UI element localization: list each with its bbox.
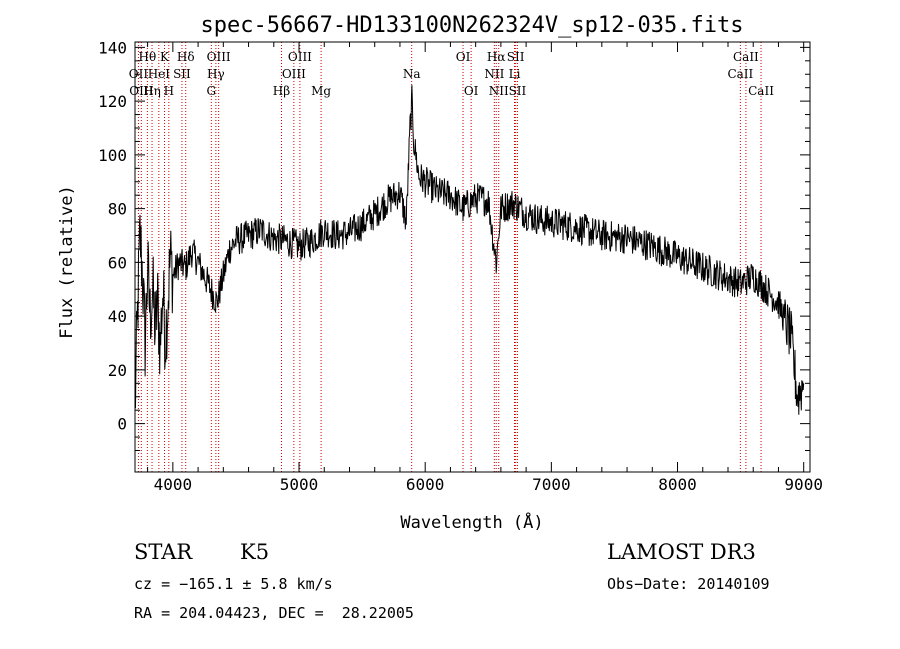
line-label: G (207, 84, 217, 98)
survey-name: LAMOST DR3 (607, 540, 756, 564)
line-label: Mg (311, 84, 331, 98)
line-label: OIII (288, 50, 312, 64)
y-tick-label: 60 (108, 253, 127, 272)
object-subclass: K5 (240, 540, 270, 564)
x-tick-label: 9000 (784, 475, 823, 494)
line-label: Hδ (177, 50, 195, 64)
line-label: Hβ (273, 84, 290, 98)
object-class: STAR (134, 540, 193, 564)
x-tick-label: 7000 (532, 475, 571, 494)
line-label: Na (403, 67, 421, 81)
line-label: OI (456, 50, 471, 64)
observation-date: Obs−Date: 20140109 (607, 575, 770, 593)
y-tick-label: 80 (108, 200, 127, 219)
y-tick-label: 20 (108, 361, 127, 380)
line-label: OIII (207, 50, 231, 64)
chart-title: spec-56667-HD133100N262324V_sp12-035.fit… (200, 13, 743, 38)
line-label: SII (509, 84, 527, 98)
y-tick-label: 140 (98, 38, 127, 57)
y-tick-label: 40 (108, 307, 127, 326)
plot-frame (134, 41, 811, 473)
y-tick-label: 120 (98, 92, 127, 111)
coordinates: RA = 204.04423, DEC = 28.22005 (134, 604, 414, 622)
x-tick-label: 5000 (280, 475, 319, 494)
line-label: HeI (148, 67, 171, 81)
line-label: NII (489, 84, 509, 98)
y-tick-label: 100 (98, 146, 127, 165)
line-label: SII (173, 67, 191, 81)
line-label: Hα (487, 50, 506, 64)
line-label: CaII (733, 50, 759, 64)
x-tick-label: 4000 (154, 475, 193, 494)
line-label: Hγ (207, 67, 225, 81)
line-label: CaII (748, 84, 774, 98)
line-label: Hθ (139, 50, 157, 64)
redshift-velocity: cz = −165.1 ± 5.8 km/s (134, 575, 333, 593)
spectrum-line (134, 85, 805, 415)
x-tick-label: 8000 (658, 475, 697, 494)
y-tick-label: 0 (117, 415, 127, 434)
line-label: H (164, 84, 174, 98)
line-label: CaII (727, 67, 753, 81)
line-label: OI (464, 84, 479, 98)
line-label: Hη (143, 84, 161, 98)
line-label: Li (509, 67, 521, 81)
x-axis-ticks: 4000 5000 6000 7000 8000 9000 (147, 42, 823, 494)
y-axis-label: Flux (relative) (57, 185, 77, 339)
x-tick-label: 6000 (406, 475, 445, 494)
x-axis-label: Wavelength (Å) (400, 511, 543, 533)
y-axis-ticks: 0 20 40 60 80 100 120 140 (98, 38, 810, 451)
line-label: NII (484, 67, 504, 81)
line-label: OIII (282, 67, 306, 81)
line-label: SII (507, 50, 525, 64)
line-label: K (160, 50, 170, 64)
